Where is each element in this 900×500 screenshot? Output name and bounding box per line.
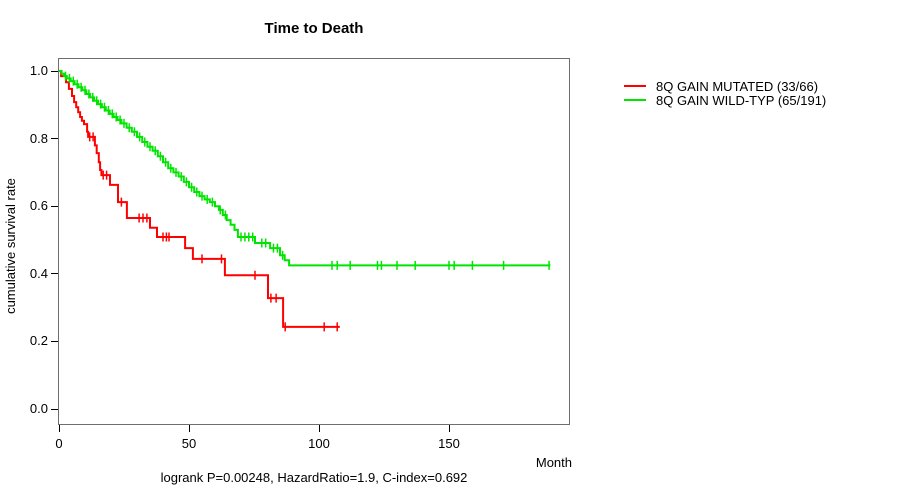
survival-curve-0 xyxy=(59,70,340,328)
legend-swatch-1 xyxy=(624,99,646,101)
legend-item-1: 8Q GAIN WILD-TYP (65/191) xyxy=(624,92,827,108)
censor-marks-1 xyxy=(64,71,550,270)
y-tick-label: 0.8 xyxy=(29,130,48,146)
plot-area xyxy=(58,58,570,425)
x-tick-label: 50 xyxy=(181,436,197,451)
x-tick-mark xyxy=(448,425,450,432)
y-tick-label: 1.0 xyxy=(29,63,48,78)
x-tick-label: 0 xyxy=(55,436,63,451)
chart-title: Time to Death xyxy=(264,20,364,37)
y-tick-label: 0.0 xyxy=(29,401,48,416)
legend-swatch-0 xyxy=(624,85,646,87)
survival-curve-1 xyxy=(59,70,551,267)
x-tick-mark xyxy=(318,425,320,432)
y-tick-mark xyxy=(51,408,58,410)
x-tick-mark xyxy=(58,425,60,432)
y-axis-label: cumulative survival rate xyxy=(3,178,18,314)
y-tick-mark xyxy=(51,205,58,207)
x-tick-mark xyxy=(188,425,190,432)
y-tick-label: 0.2 xyxy=(29,333,48,349)
legend-item-0: 8Q GAIN MUTATED (33/66) xyxy=(624,78,826,94)
legend: 8Q GAIN MUTATED (33/66) 8Q GAIN WILD-TYP … xyxy=(624,78,827,108)
x-axis-label: Month xyxy=(535,455,572,470)
stats-footnote: logrank P=0.00248, HazardRatio=1.9, C-in… xyxy=(160,470,468,485)
legend-label-0: 8Q GAIN MUTATED (33/66) xyxy=(656,78,819,94)
x-tick-label: 100 xyxy=(308,436,330,451)
y-tick-mark xyxy=(51,70,58,72)
censor-marks-0 xyxy=(88,132,338,332)
y-tick-mark xyxy=(51,340,58,342)
y-tick-mark xyxy=(51,273,58,275)
y-tick-label: 0.4 xyxy=(29,265,48,281)
legend-label-1: 8Q GAIN WILD-TYP (65/191) xyxy=(656,92,827,108)
y-tick-mark xyxy=(51,138,58,140)
x-tick-label: 150 xyxy=(438,436,460,451)
y-tick-label: 0.6 xyxy=(29,198,48,214)
